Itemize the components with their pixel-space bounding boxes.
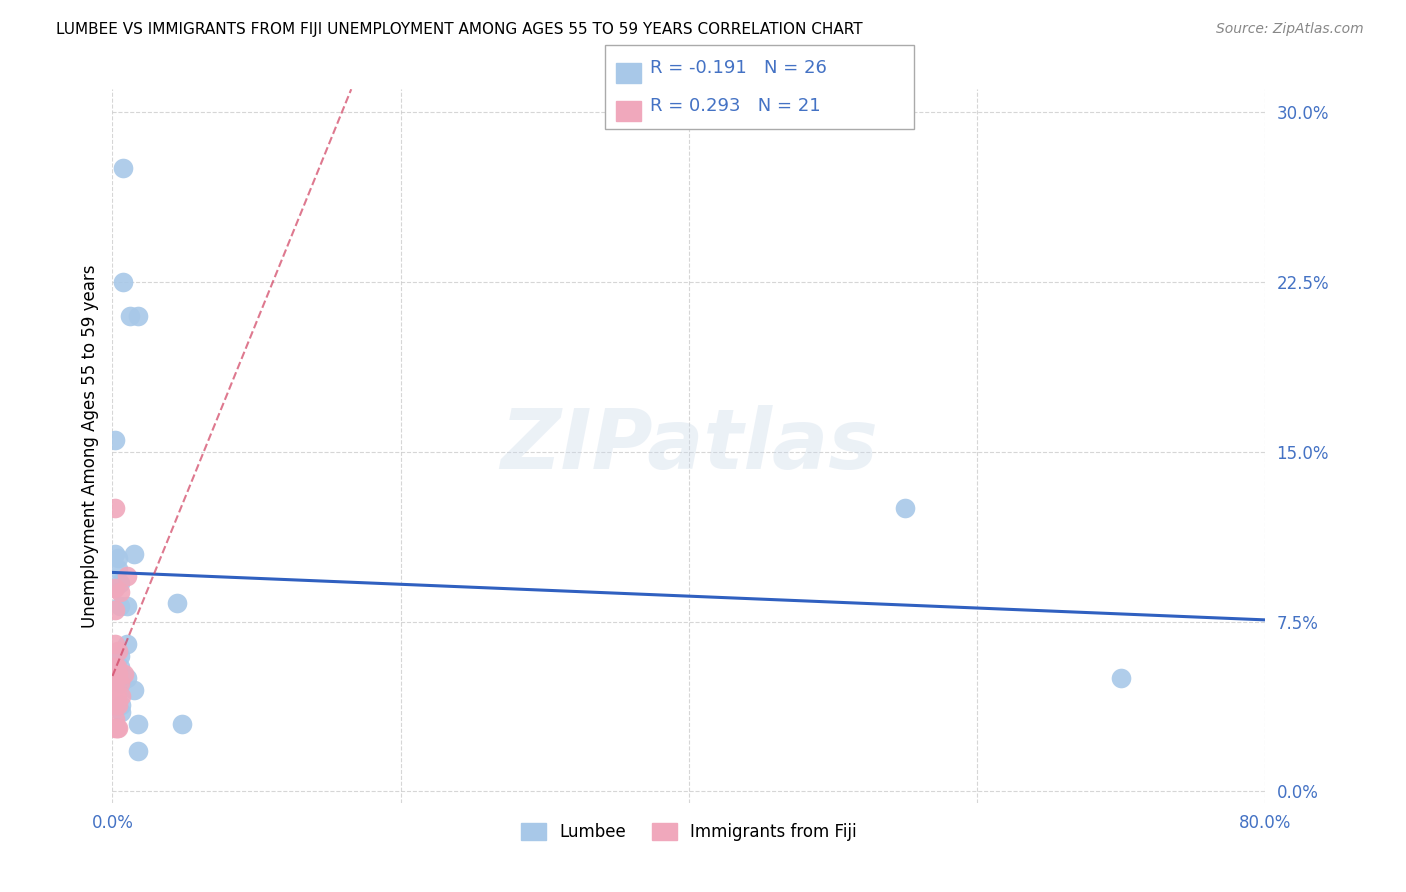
- Point: [108, 576, 131, 591]
- Point: [104, 721, 127, 735]
- Point: [894, 501, 917, 516]
- Point: [108, 660, 131, 674]
- Point: [104, 660, 127, 674]
- Point: [107, 721, 129, 735]
- Text: LUMBEE VS IMMIGRANTS FROM FIJI UNEMPLOYMENT AMONG AGES 55 TO 59 YEARS CORRELATIO: LUMBEE VS IMMIGRANTS FROM FIJI UNEMPLOYM…: [56, 22, 863, 37]
- Point: [110, 705, 132, 719]
- Point: [127, 309, 149, 323]
- Legend: Lumbee, Immigrants from Fiji: Lumbee, Immigrants from Fiji: [515, 816, 863, 848]
- Point: [115, 637, 138, 651]
- Point: [104, 547, 127, 561]
- Point: [118, 309, 141, 323]
- Point: [115, 569, 138, 583]
- Point: [104, 637, 127, 651]
- Point: [104, 603, 127, 617]
- Point: [111, 161, 134, 176]
- Point: [127, 716, 149, 731]
- Point: [127, 744, 149, 758]
- Point: [108, 675, 131, 690]
- Point: [110, 675, 132, 690]
- Point: [111, 275, 134, 289]
- Point: [105, 660, 128, 674]
- Point: [108, 585, 131, 599]
- Point: [115, 599, 138, 613]
- Text: Source: ZipAtlas.com: Source: ZipAtlas.com: [1216, 22, 1364, 37]
- Point: [122, 682, 145, 697]
- Point: [107, 698, 129, 713]
- Point: [107, 551, 129, 566]
- Point: [1111, 671, 1133, 685]
- Point: [104, 434, 127, 448]
- Point: [108, 599, 131, 613]
- Point: [115, 671, 138, 685]
- Point: [110, 698, 132, 713]
- Point: [122, 547, 145, 561]
- Point: [104, 501, 127, 516]
- Point: [104, 581, 127, 595]
- Point: [110, 690, 132, 704]
- Point: [104, 712, 127, 726]
- Point: [112, 666, 135, 681]
- Point: [107, 562, 129, 576]
- Point: [107, 644, 129, 658]
- Point: [107, 666, 129, 681]
- Point: [104, 675, 127, 690]
- Point: [105, 690, 128, 704]
- Point: [166, 597, 188, 611]
- Y-axis label: Unemployment Among Ages 55 to 59 years: Unemployment Among Ages 55 to 59 years: [80, 264, 98, 628]
- Point: [104, 698, 127, 713]
- Point: [105, 721, 128, 735]
- Text: R = 0.293   N = 21: R = 0.293 N = 21: [650, 97, 820, 115]
- Text: ZIPatlas: ZIPatlas: [501, 406, 877, 486]
- Point: [108, 648, 131, 663]
- Point: [170, 716, 193, 731]
- Text: R = -0.191   N = 26: R = -0.191 N = 26: [650, 60, 827, 78]
